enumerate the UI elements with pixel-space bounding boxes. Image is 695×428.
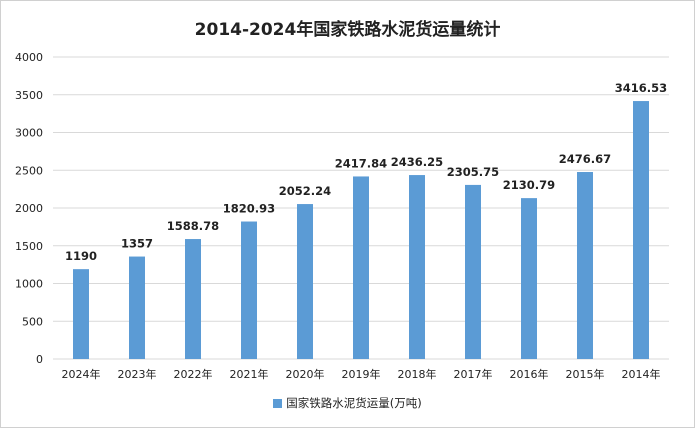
y-axis: 0 500 1000 1500 2000 2500 3000 3500 4000 <box>15 51 43 366</box>
data-label: 1357 <box>121 237 153 251</box>
x-tick-label: 2017年 <box>454 367 493 381</box>
y-tick-label: 4000 <box>15 51 43 64</box>
bar <box>521 198 537 359</box>
data-label: 1588.78 <box>167 219 219 233</box>
legend: 国家铁路水泥货运量(万吨) <box>1 395 694 411</box>
bar <box>73 269 89 359</box>
bar <box>297 204 313 359</box>
data-label: 3416.53 <box>615 81 667 95</box>
x-tick-label: 2022年 <box>174 367 213 381</box>
data-label: 2436.25 <box>391 155 443 169</box>
chart-title: 2014-2024年国家铁路水泥货运量统计 <box>194 20 501 40</box>
y-tick-label: 500 <box>22 315 43 328</box>
data-label: 1190 <box>65 249 97 263</box>
bar <box>577 172 593 359</box>
legend-swatch <box>273 399 283 408</box>
x-tick-label: 2024年 <box>62 367 101 381</box>
data-label: 2305.75 <box>447 165 499 179</box>
x-tick-label: 2020年 <box>286 367 325 381</box>
x-tick-label: 2016年 <box>510 367 549 381</box>
bar <box>185 239 201 359</box>
data-label: 2052.24 <box>279 184 331 198</box>
data-label: 2130.79 <box>503 178 555 192</box>
x-tick-label: 2021年 <box>230 367 269 381</box>
y-tick-label: 1000 <box>15 278 43 291</box>
x-tick-label: 2015年 <box>566 367 605 381</box>
x-tick-label: 2018年 <box>398 367 437 381</box>
y-tick-label: 1500 <box>15 240 43 253</box>
data-label: 2417.84 <box>335 156 387 170</box>
bar <box>241 221 257 359</box>
bar <box>409 175 425 359</box>
x-tick-label: 2019年 <box>342 367 381 381</box>
y-tick-label: 3500 <box>15 89 43 102</box>
y-tick-label: 2500 <box>15 164 43 177</box>
bar <box>633 101 649 359</box>
bar <box>465 184 481 359</box>
bars: 1190 1357 1588.78 1820.93 2052.24 2417.84 2436… <box>65 81 667 359</box>
x-axis: 2024年 2023年 2022年 2021年 2020年 2019年 2018年 2017年… <box>62 367 661 381</box>
bar <box>129 256 145 359</box>
bar <box>353 176 369 359</box>
legend-label: 国家铁路水泥货运量(万吨) <box>286 396 422 410</box>
x-tick-label: 2023年 <box>118 367 157 381</box>
x-tick-label: 2014年 <box>622 367 661 381</box>
y-tick-label: 2000 <box>15 202 43 215</box>
data-label: 1820.93 <box>223 202 275 216</box>
y-tick-label: 0 <box>36 353 43 366</box>
data-label: 2476.67 <box>559 152 611 166</box>
y-tick-label: 3000 <box>15 127 43 140</box>
